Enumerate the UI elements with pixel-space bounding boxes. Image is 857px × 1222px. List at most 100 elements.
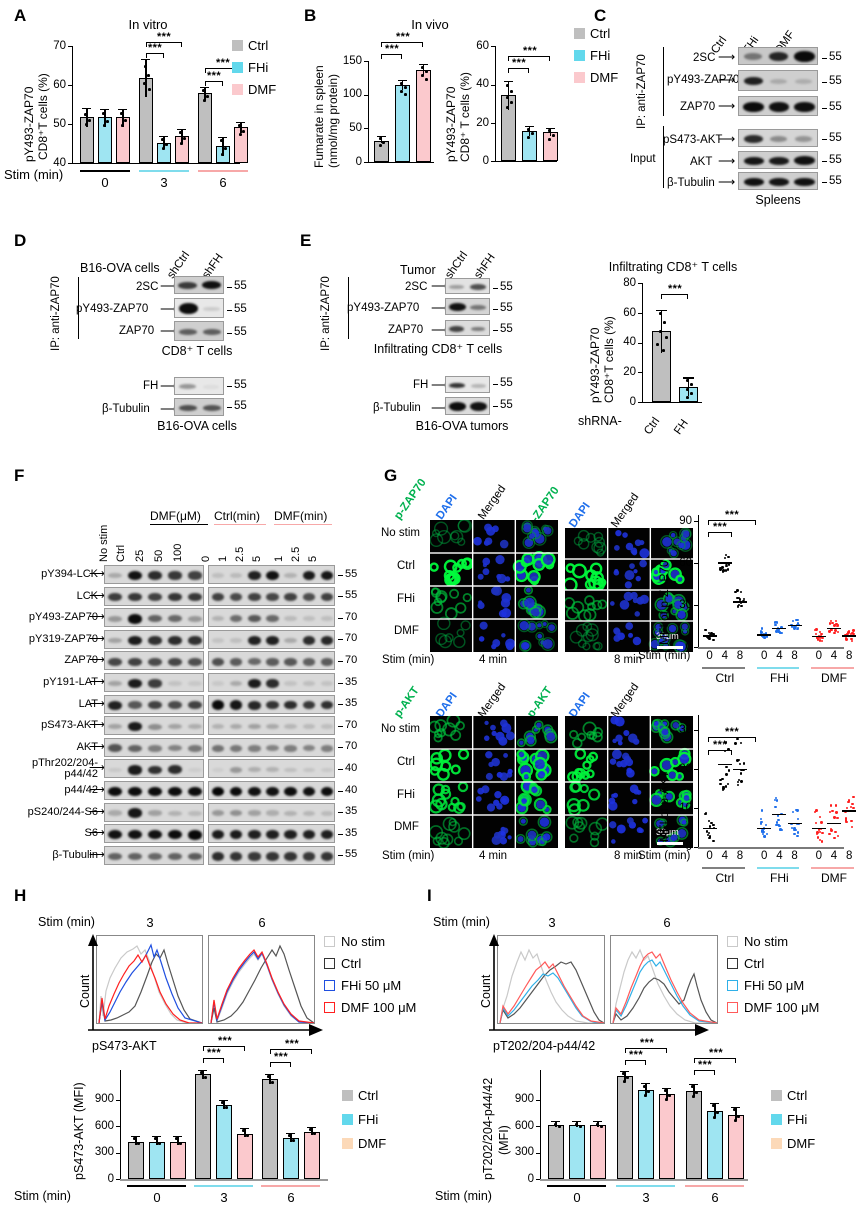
x-tick-label: 0 [760,850,768,862]
axis-tick [694,847,698,849]
scatter-point [821,636,824,639]
mw-dash [493,330,498,332]
legend-label-fhi: FHi [590,48,611,63]
error-bar [135,1136,137,1145]
bar-i-fhi-3 [638,1090,654,1179]
data-point [204,1076,207,1079]
data-point [686,388,689,391]
panel-i-marker-label: pT202/204-p44/42 [493,1039,596,1053]
panel-f-blot-left-6 [104,694,204,714]
x-tick-label: 0 [815,850,822,862]
panel-g-row2-fhi: FHi [397,789,415,801]
hist-legend-swatch-dmf [727,1002,738,1013]
data-point [313,1132,316,1135]
error-cap [731,1107,741,1109]
mw-dash [338,725,343,727]
data-point [162,147,165,150]
scatter-point [780,632,784,635]
axis-tick [694,563,698,565]
panel-f-blot-left-12 [104,824,204,844]
mw-dash [227,407,232,409]
scatter-point [816,638,819,641]
panel-f-blot-right-6 [208,694,335,714]
panel-b: B In vivo 0 50 100 150 Fumarate in splee… [300,0,618,215]
scatter-point [790,827,794,830]
data-point [596,1123,599,1126]
sig-star: *** [724,726,740,738]
sig-bracket [694,1058,736,1063]
panel-f-lane-d1: 1 [273,555,285,562]
data-point [144,65,147,68]
mean-line [717,763,732,765]
mw-label: 55 [234,400,247,412]
mw-label: 70 [345,632,358,645]
sig-star: *** [522,45,538,57]
error-bar [290,1133,292,1142]
panel-a-xlabel: Stim (min) [4,167,64,182]
x-tick-label: 0 [815,650,822,662]
panel-g: G p-ZAP70 DAPI Merged p-ZAP70 DAPI Merge… [380,460,857,884]
panel-f-lane-d5: 5 [307,555,319,562]
data-point [690,383,693,386]
y-tick-label: 300 [514,1146,534,1158]
panel-b-left-ylabel-1: Fumarate in spleen [312,65,326,168]
sig-star: *** [628,1049,644,1061]
axis-tick [116,1179,120,1181]
y-tick-label: 20 [476,117,489,129]
scatter-point [820,639,824,642]
panel-g-col-pakt: p-AKT [392,684,422,720]
blot-row-label: pS473-AKT [663,134,723,146]
hist-legend-swatch-ctrl [324,958,335,969]
y-tick-label: 0 [685,641,692,653]
scatter-point [721,566,724,569]
error-cap [662,1088,672,1090]
panel-f-lane-d25: 2.5 [290,546,302,562]
legend-label-dmf: DMF [590,70,619,85]
error-bar [688,377,690,397]
scatter-point [760,809,763,812]
sig-star: *** [395,31,411,43]
bar-h-dmf-6 [304,1131,320,1179]
blot-2sc [738,47,818,65]
legend-swatch-dmf [342,1138,353,1149]
scatter-point [777,628,780,631]
scatter-point [833,624,836,627]
data-point [220,139,223,142]
hist-legend-swatch-dmf [324,1002,335,1013]
sig-star: *** [712,739,728,751]
error-cap [397,80,407,82]
hist-legend-swatch-fhi [324,980,335,991]
data-point [165,143,168,146]
group-label-dmf: DMF [821,671,847,685]
data-point [206,95,209,98]
mean-line [702,827,717,829]
scatter-point [852,806,855,810]
hist-legend-swatch-fhi [727,980,738,991]
panel-e-xtick-fh: FH [672,417,691,437]
y-tick-label: 0 [482,155,489,167]
panel-e-y-axis [642,283,644,403]
scale-bar [657,646,683,649]
scatter-point [775,824,778,827]
data-point [690,392,693,395]
mw-label: 55 [500,302,513,314]
bar-b-fumarate-fhi [395,85,410,162]
panel-f-row-label: AKT [76,740,98,753]
sig-bracket [708,737,756,742]
scatter-point [762,828,766,831]
panel-i-histogram-3 [497,935,605,1024]
scatter-point [736,596,739,600]
mw-label: 55 [829,154,842,166]
blot-akt [738,151,818,169]
scatter-point [723,556,727,559]
axis-tick [491,161,495,163]
data-point [644,1094,647,1097]
panel-g-micro-grid-4min [429,518,558,652]
scatter-point [725,773,728,776]
scatter-point [828,622,832,625]
scatter-point [760,820,763,823]
data-point [737,1115,740,1118]
mw-label: 55 [500,399,513,411]
scatter-point [724,741,728,744]
data-point [686,379,689,382]
